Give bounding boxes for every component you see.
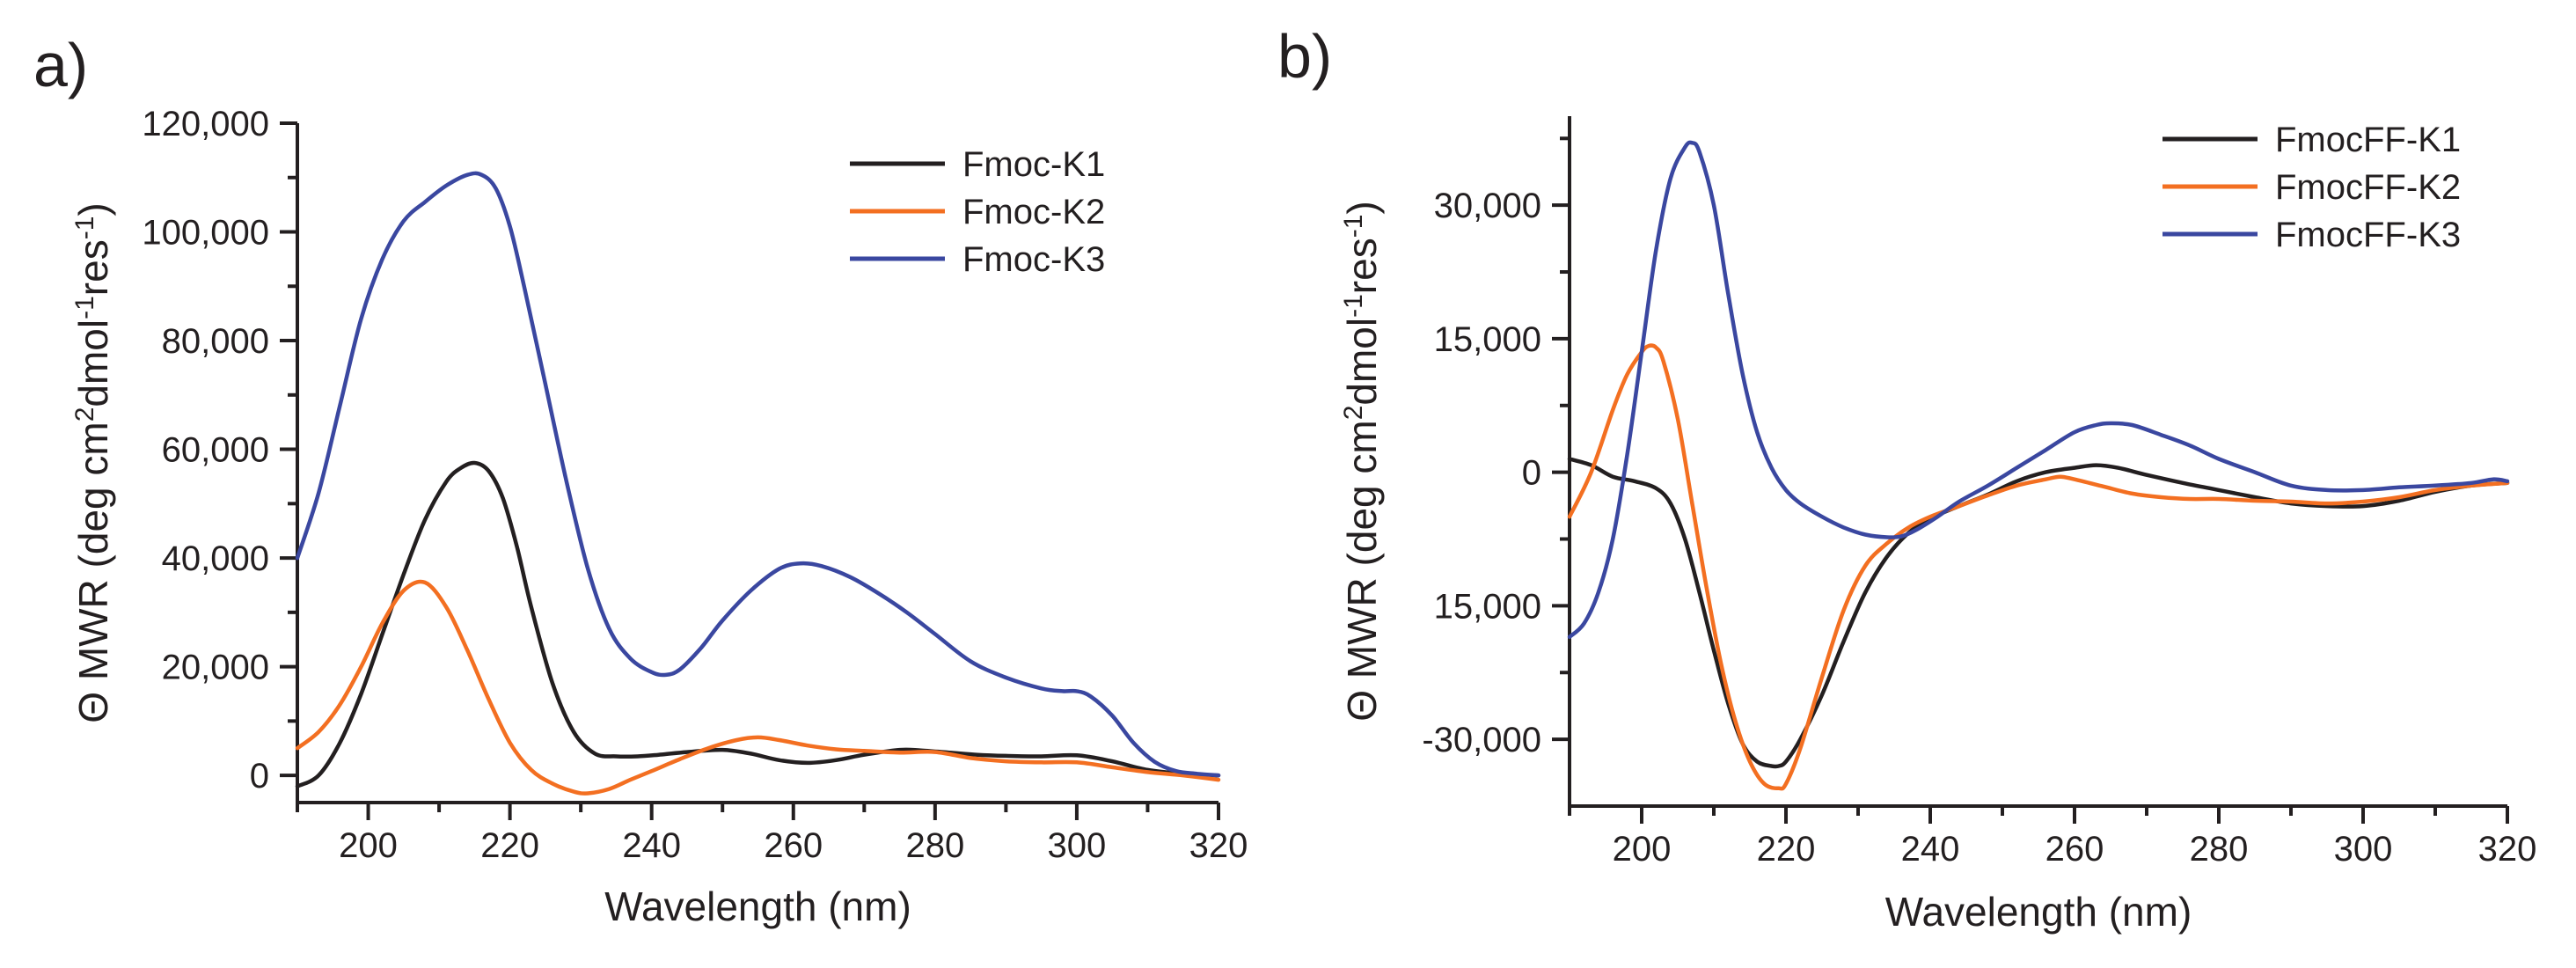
series-line-fmocff-k2: [1567, 343, 2510, 791]
x-axis-title: Wavelength (nm): [604, 884, 911, 929]
y-tick-label: 100,000: [142, 214, 269, 253]
y-tick-label: 0: [250, 757, 269, 796]
y-tick-label: 60,000: [162, 431, 269, 470]
legend-label-fmoc-k1: Fmoc-K1: [962, 145, 1105, 184]
y-axis-title-part: res: [1339, 238, 1385, 294]
x-tick-label: 240: [1901, 830, 1960, 869]
x-tick-label: 320: [2478, 830, 2537, 869]
y-tick-label: 120,000: [142, 105, 269, 143]
x-axis-title: Wavelength (nm): [1885, 889, 2192, 935]
x-tick-label: 220: [480, 826, 539, 865]
legend-label-fmoc-k2: Fmoc-K2: [962, 193, 1105, 231]
y-axis-title: Θ MWR (deg cm2dmol-1res-1): [70, 202, 117, 722]
y-axis-title-superscript: 2: [1339, 406, 1368, 421]
y-tick-label: 15,000: [1434, 320, 1541, 359]
series-line-fmoc-k1: [295, 460, 1221, 788]
y-axis-title: Θ MWR (deg cm2dmol-1res-1): [1339, 201, 1386, 721]
y-axis-title-part: dmol: [70, 319, 116, 407]
y-axis-title-part: Θ MWR (deg cm: [70, 422, 116, 722]
x-tick-label: 240: [622, 826, 681, 865]
y-axis-title-superscript: -1: [1339, 215, 1368, 238]
legend-label-fmocff-k2: FmocFF-K2: [2275, 168, 2461, 207]
series-line-fmoc-k2: [295, 579, 1221, 796]
panel-label: a): [33, 31, 88, 99]
y-tick-label: 0: [1522, 454, 1541, 493]
chart-panel-b: b) 200 220 240 260 280 300 320 -30,000 15,000 0 15,…: [1277, 22, 2536, 935]
y-tick-label: 40,000: [162, 539, 269, 578]
x-tick-label: 300: [2334, 830, 2393, 869]
y-tick-label: -30,000: [1422, 721, 1541, 759]
y-axis-title-superscript: -1: [70, 216, 99, 240]
legend-label-fmocff-k1: FmocFF-K1: [2275, 121, 2461, 159]
chart-panel-a: a) 200 220 240 260 280 300 320 0 20,000 40,000 60,0…: [33, 31, 1248, 929]
x-tick-label: 220: [1757, 830, 1816, 869]
legend-label-fmoc-k3: Fmoc-K3: [962, 240, 1105, 279]
x-tick-label: 300: [1048, 826, 1107, 865]
y-tick-label: 30,000: [1434, 187, 1541, 225]
y-axis-title-superscript: 2: [70, 407, 99, 422]
x-tick-label: 200: [1613, 830, 1672, 869]
legend-label-fmocff-k3: FmocFF-K3: [2275, 216, 2461, 254]
x-tick-label: 200: [339, 826, 398, 865]
x-tick-label: 320: [1189, 826, 1248, 865]
series-line-fmocff-k3: [1567, 140, 2510, 640]
y-axis-title-part: Θ MWR (deg cm: [1339, 420, 1385, 721]
y-tick-label: 80,000: [162, 322, 269, 361]
y-axis-title-part: ): [1339, 201, 1385, 214]
x-tick-label: 260: [2045, 830, 2104, 869]
x-tick-label: 260: [764, 826, 823, 865]
series-line-fmoc-k3: [295, 171, 1221, 778]
y-axis-title-part: dmol: [1339, 318, 1385, 406]
x-tick-label: 280: [905, 826, 964, 865]
y-tick-label: 20,000: [162, 649, 269, 687]
y-axis-title-superscript: -1: [70, 296, 99, 319]
y-tick-label: 15,000: [1434, 587, 1541, 626]
y-axis-title-superscript: -1: [1339, 294, 1368, 318]
y-axis-title-part: res: [70, 239, 116, 296]
panel-label: b): [1277, 22, 1332, 91]
y-axis-title-part: ): [70, 202, 116, 216]
x-tick-label: 280: [2190, 830, 2249, 869]
